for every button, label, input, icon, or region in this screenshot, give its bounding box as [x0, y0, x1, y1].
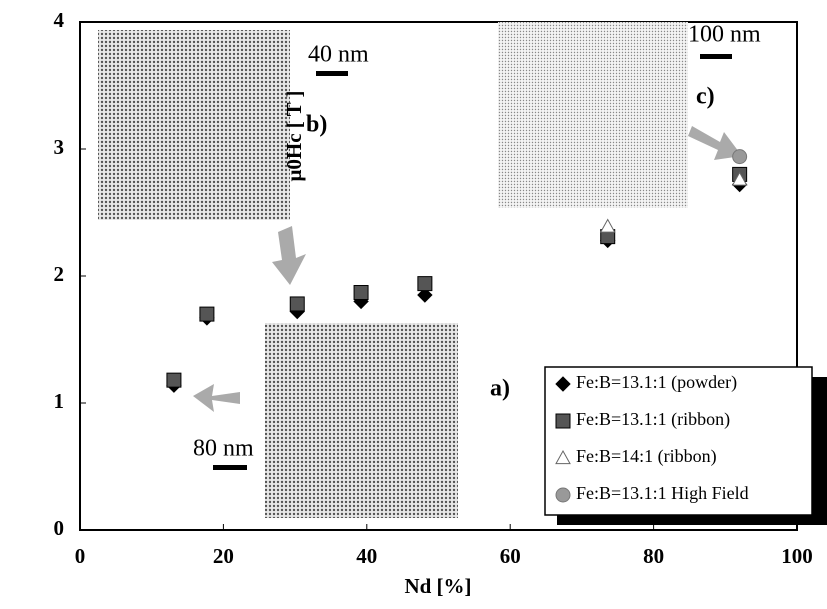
annotation: a)	[490, 376, 510, 402]
x-tick-label: 80	[643, 544, 664, 568]
legend-box	[544, 366, 813, 516]
arrows	[193, 126, 742, 412]
y-tick-label: 4	[54, 8, 65, 32]
x-tick-label: 40	[356, 544, 377, 568]
y-tick-label: 1	[54, 389, 65, 413]
point	[731, 171, 748, 186]
point	[599, 218, 616, 233]
scale-bar	[316, 71, 348, 76]
legend-marker	[555, 376, 571, 392]
point	[289, 296, 305, 312]
y-tick-label: 2	[54, 262, 65, 286]
legend-marker	[555, 449, 571, 465]
annotation: b)	[306, 112, 327, 138]
scale-bar	[700, 54, 732, 59]
y-tick-label: 0	[54, 516, 65, 540]
point	[417, 287, 433, 303]
point	[166, 372, 182, 388]
legend-label: Fe:B=13.1:1 (powder)	[576, 372, 737, 393]
x-tick-label: 100	[781, 544, 813, 568]
x-axis-label: Nd [%]	[404, 574, 471, 598]
scale-bar	[213, 465, 247, 470]
point	[732, 149, 748, 165]
legend-label: Fe:B=14:1 (ribbon)	[576, 446, 717, 467]
point	[353, 285, 369, 301]
inset-a	[265, 323, 458, 518]
annotation: 40 nm	[308, 42, 369, 68]
annotation: 100 nm	[688, 22, 761, 48]
y-tick-label: 3	[54, 135, 65, 159]
legend-marker	[555, 487, 571, 503]
point	[199, 306, 215, 322]
inset-c	[498, 22, 688, 208]
annotation: c)	[696, 84, 715, 110]
legend-marker	[555, 413, 571, 429]
x-tick-label: 20	[213, 544, 234, 568]
x-tick-label: 0	[75, 544, 86, 568]
legend-label: Fe:B=13.1:1 (ribbon)	[576, 409, 730, 430]
x-tick-label: 60	[500, 544, 521, 568]
point	[417, 276, 433, 292]
y-axis-label: μ0Hc [ T ]	[282, 90, 306, 181]
annotation: 80 nm	[193, 436, 254, 462]
inset-b	[98, 30, 290, 220]
legend-label: Fe:B=13.1:1 High Field	[576, 483, 749, 503]
legend	[544, 366, 827, 525]
